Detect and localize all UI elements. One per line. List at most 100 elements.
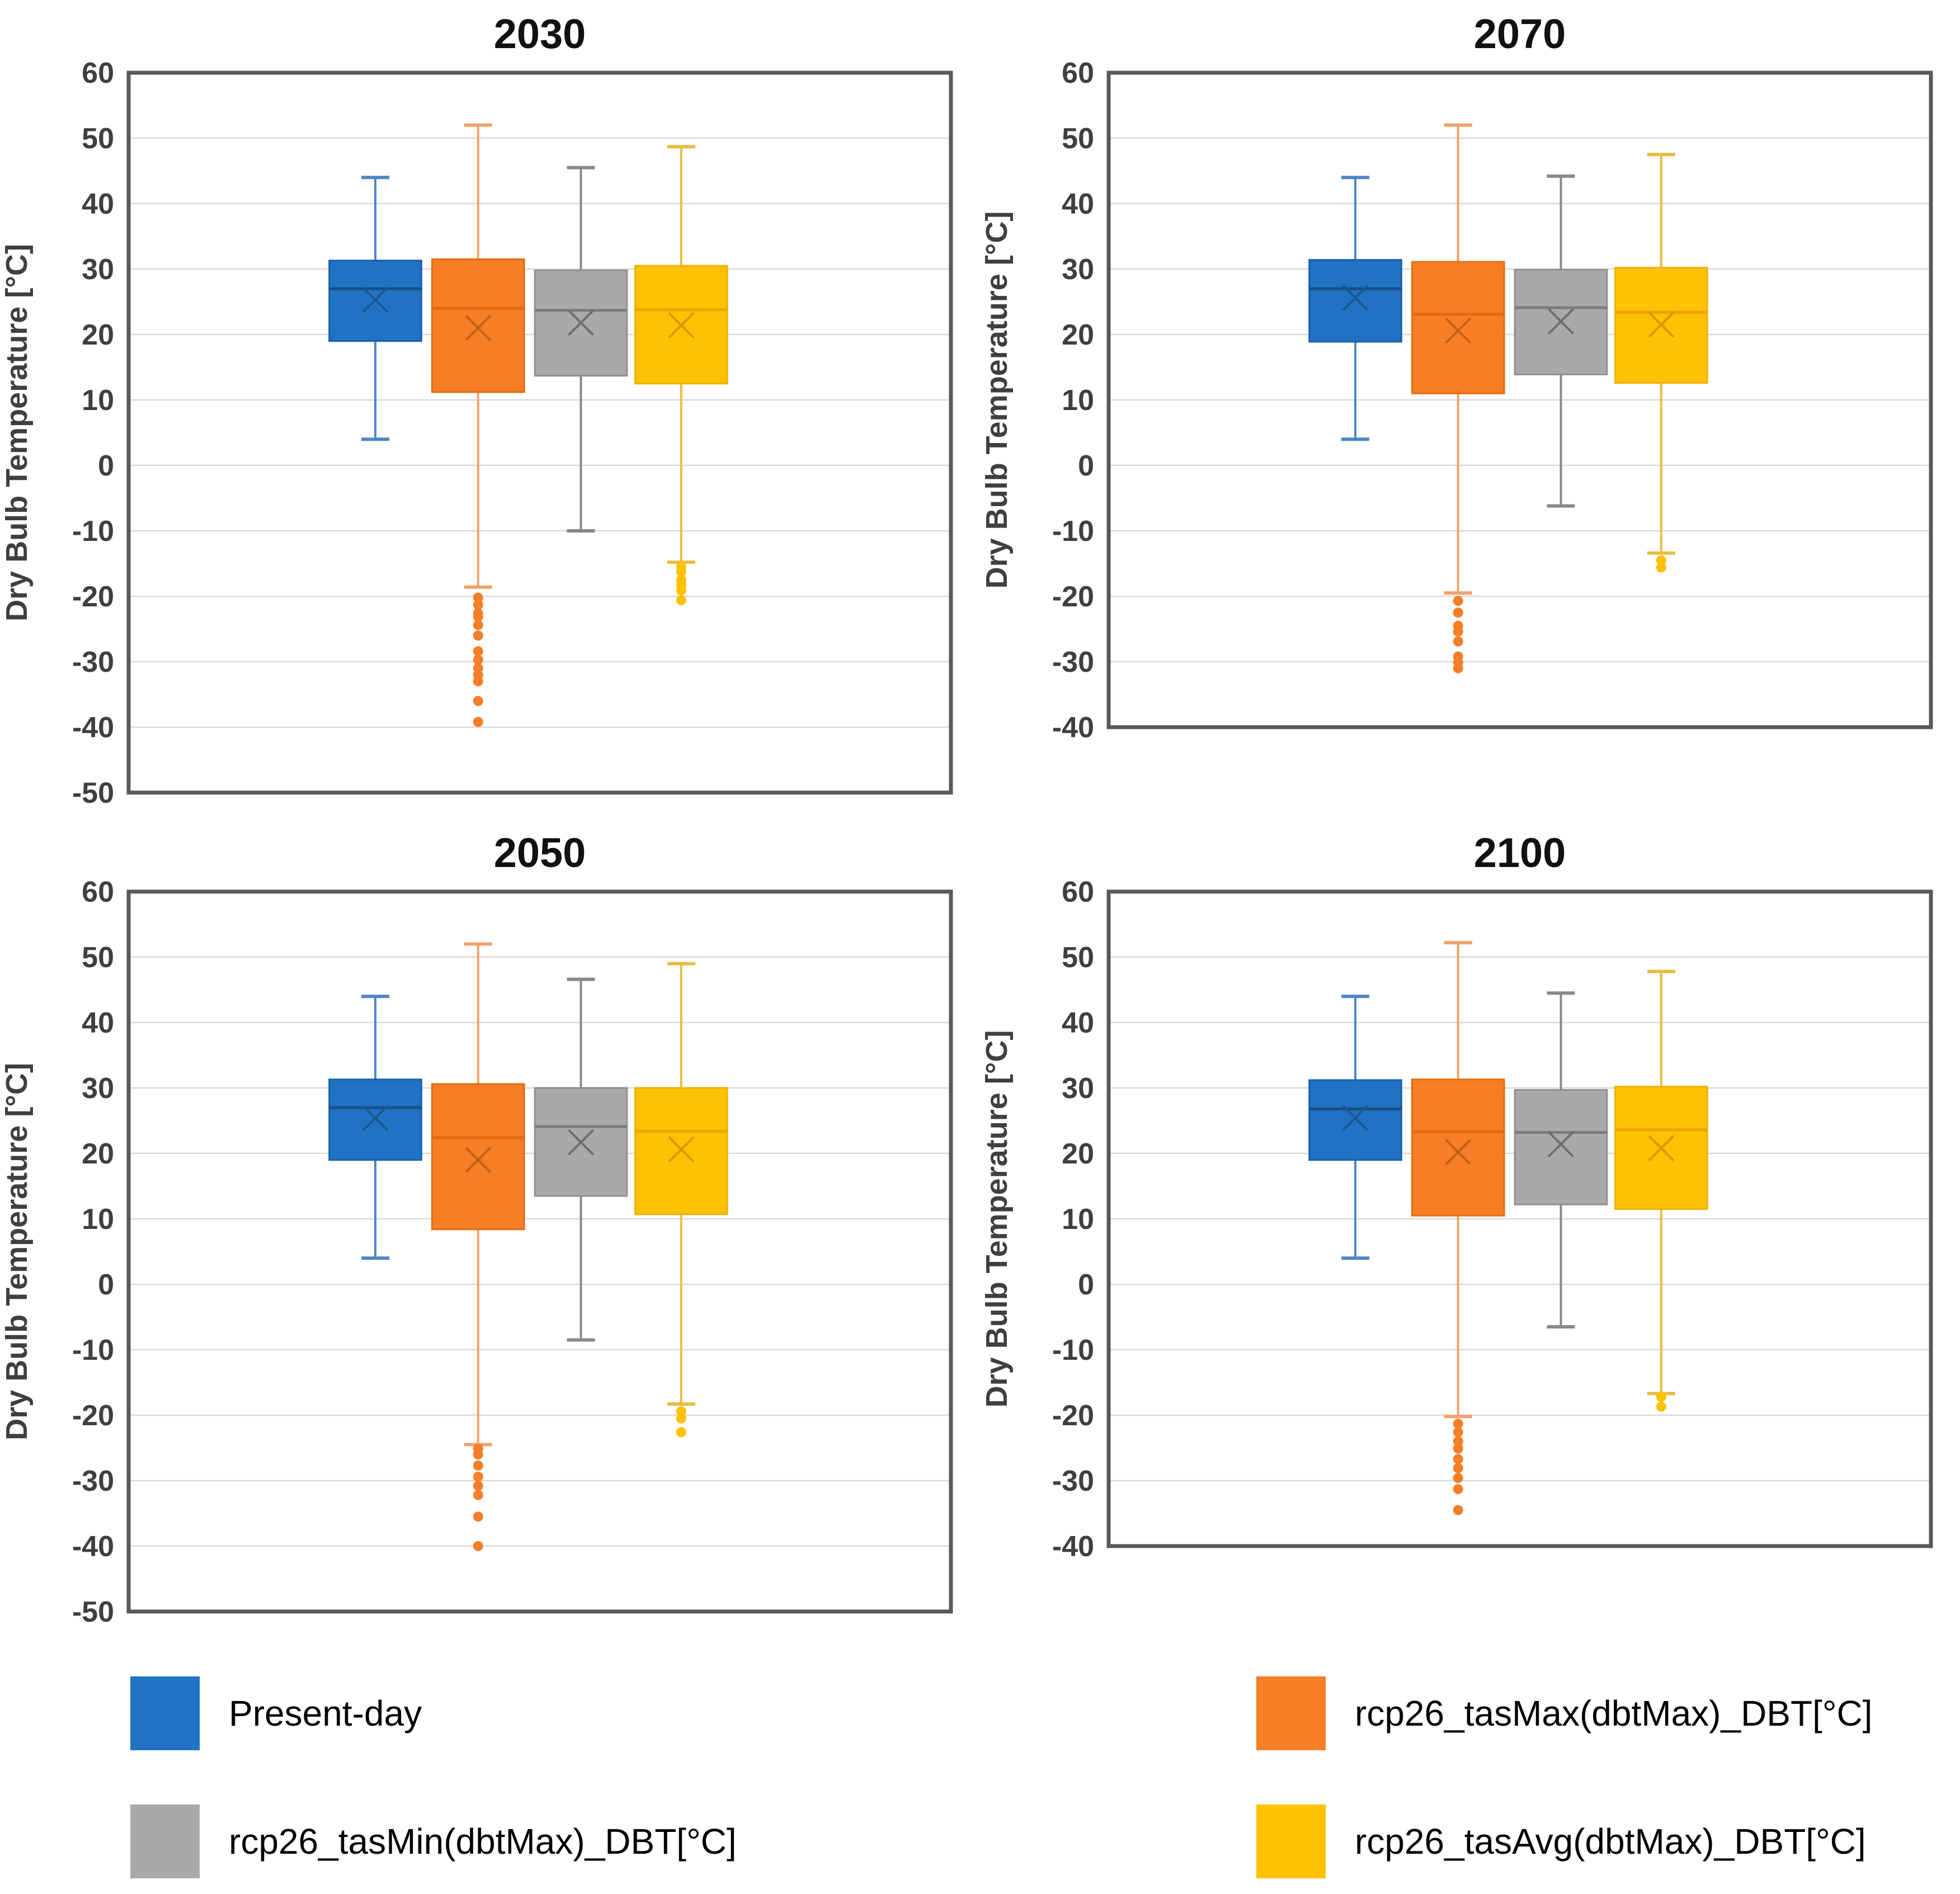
outlier-dot-rcp26-tasavg <box>1656 562 1666 573</box>
outlier-dot-rcp26-tasmax <box>473 1481 483 1491</box>
y-axis-tick-label: -20 <box>72 1400 114 1432</box>
legend: Present-day rcp26_tasMax(dbtMax)_DBT[°C]… <box>0 1645 1960 1894</box>
iqr-box-rcp26-tasmax <box>1411 1078 1505 1217</box>
y-axis-tick-label: 10 <box>1062 384 1094 417</box>
y-axis-tick-label: 30 <box>82 1072 114 1105</box>
mean-marker-rcp26-tasavg <box>668 1136 695 1163</box>
y-axis-tick-label: 0 <box>1078 1269 1094 1301</box>
y-axis-tick-label: -30 <box>72 646 114 679</box>
y-axis-tick-label: 50 <box>1062 123 1094 155</box>
outlier-dot-rcp26-tasavg <box>676 567 686 577</box>
plot-border <box>1106 889 1933 1548</box>
legend-swatch-tasavg <box>1256 1805 1326 1878</box>
chart-title: 2030 <box>494 11 586 57</box>
mean-marker-rcp26-tasmax <box>465 314 492 341</box>
y-axis-tick-label: -20 <box>1052 1400 1094 1432</box>
mean-marker-present-day <box>362 286 389 313</box>
outlier-dot-rcp26-tasmax <box>1453 1473 1463 1483</box>
y-axis-tick-label: -40 <box>1052 1530 1094 1563</box>
outlier-dot-rcp26-tasmax <box>473 676 483 687</box>
iqr-box-rcp26-tasmax <box>431 1083 525 1231</box>
y-axis-tick-label: -50 <box>72 777 114 809</box>
iqr-box-rcp26-tasmin <box>1514 1089 1608 1205</box>
iqr-box-present-day <box>1308 259 1402 343</box>
outlier-dot-rcp26-tasmax <box>1453 663 1463 673</box>
legend-swatch-tasmin <box>130 1805 200 1878</box>
outlier-dot-rcp26-tasmax <box>473 1460 483 1471</box>
y-axis-tick-label: 60 <box>82 57 114 89</box>
iqr-box-present-day <box>1308 1079 1402 1161</box>
legend-label-tasavg: rcp26_tasAvg(dbtMax)_DBT[°C] <box>1355 1821 1866 1862</box>
outlier-dot-rcp26-tasmax <box>1453 1463 1463 1473</box>
mean-marker-present-day <box>1342 285 1369 311</box>
y-axis-tick-label: 10 <box>1062 1203 1094 1236</box>
legend-item-present-day: Present-day <box>130 1676 422 1750</box>
y-axis-tick-label: 40 <box>82 1007 114 1039</box>
plot-border <box>1106 70 1933 729</box>
y-axis-tick-label: 10 <box>82 1203 114 1236</box>
boxplot-chart-2070: -40 -30 -20 -10 0 10 20 30 40 50 60 2070 Dry Bulb Te… <box>980 11 1933 744</box>
outlier-dot-rcp26-tasmax <box>473 717 483 727</box>
outlier-dot-rcp26-tasavg <box>676 595 686 606</box>
outlier-dot-rcp26-tasmax <box>473 592 483 603</box>
outlier-dot-rcp26-tasmax <box>473 1511 483 1522</box>
mean-marker-rcp26-tasmin <box>568 1129 594 1156</box>
chart-cell-2100: -40 -30 -20 -10 0 10 20 30 40 50 60 2100 Dry Bulb Te… <box>980 819 1960 1570</box>
chart-title: 2100 <box>1474 830 1566 876</box>
y-axis-tick-label: 60 <box>82 876 114 908</box>
y-axis-tick-label: -20 <box>72 581 114 613</box>
outlier-dot-rcp26-tasmax <box>1453 607 1463 618</box>
mean-marker-rcp26-tasmin <box>568 309 594 336</box>
chart-cell-2030: -50 -40 -30 -20 -10 0 10 20 30 40 50 60 2030 Dry Bulb… <box>0 0 980 817</box>
y-axis-tick-label: 40 <box>1062 1007 1094 1039</box>
outlier-dot-rcp26-tasavg <box>676 1406 686 1416</box>
mean-marker-rcp26-tasmax <box>465 1147 492 1174</box>
iqr-box-rcp26-tasmax <box>1411 261 1505 394</box>
y-axis-tick-label: -30 <box>1052 646 1094 679</box>
boxplot-chart-2050: -50 -40 -30 -20 -10 0 10 20 30 40 50 60 2050 Dry Bulb… <box>0 830 953 1628</box>
iqr-box-rcp26-tasmax <box>431 258 525 393</box>
mean-marker-present-day <box>1342 1105 1369 1132</box>
legend-item-tasmax: rcp26_tasMax(dbtMax)_DBT[°C] <box>1256 1676 1872 1750</box>
outlier-dot-rcp26-tasmax <box>473 630 483 641</box>
y-axis-tick-label: -50 <box>72 1596 114 1628</box>
outlier-dot-rcp26-tasmax <box>473 620 483 630</box>
mean-marker-rcp26-tasmax <box>1445 317 1472 344</box>
y-axis-tick-label: -10 <box>72 515 114 548</box>
mean-marker-rcp26-tasavg <box>1648 312 1675 338</box>
mean-marker-rcp26-tasmin <box>1548 1131 1574 1158</box>
y-axis-tick-label: -10 <box>72 1334 114 1367</box>
mean-marker-rcp26-tasavg <box>668 312 695 339</box>
y-axis-tick-label: -30 <box>72 1465 114 1497</box>
y-axis-title: Dry Bulb Temperature [°C] <box>0 244 34 621</box>
y-axis-tick-label: 30 <box>82 253 114 286</box>
y-axis-tick-label: 50 <box>82 941 114 974</box>
chart-title: 2050 <box>494 830 586 876</box>
y-axis-tick-label: 40 <box>1062 188 1094 220</box>
outlier-dot-rcp26-tasmax <box>1453 1454 1463 1464</box>
y-axis-tick-label: 60 <box>1062 57 1094 89</box>
outlier-dot-rcp26-tasmax <box>473 654 483 665</box>
legend-swatch-present-day <box>130 1676 200 1750</box>
legend-swatch-tasmax <box>1256 1676 1326 1750</box>
outlier-dot-rcp26-tasmax <box>1453 1484 1463 1495</box>
outlier-dot-rcp26-tasmax <box>1453 1436 1463 1447</box>
mean-marker-rcp26-tasmax <box>1445 1139 1472 1166</box>
mean-marker-rcp26-tasmin <box>1548 308 1574 335</box>
outlier-dot-rcp26-tasmax <box>1453 1419 1463 1429</box>
y-axis-tick-label: -10 <box>1052 515 1094 548</box>
outlier-dot-rcp26-tasmax <box>1453 626 1463 637</box>
y-axis-tick-label: 0 <box>98 450 114 482</box>
outlier-dot-rcp26-tasmax <box>473 611 483 622</box>
y-axis-tick-label: -30 <box>1052 1465 1094 1497</box>
y-axis-tick-label: 0 <box>98 1269 114 1301</box>
y-axis-tick-label: 30 <box>1062 1072 1094 1105</box>
plot-border <box>126 70 953 795</box>
legend-item-tasmin: rcp26_tasMin(dbtMax)_DBT[°C] <box>130 1805 737 1878</box>
outlier-dot-rcp26-tasavg <box>1656 1401 1666 1412</box>
y-axis-tick-label: 20 <box>1062 1138 1094 1170</box>
chart-cell-2070: -40 -30 -20 -10 0 10 20 30 40 50 60 2070 Dry Bulb Te… <box>980 0 1960 751</box>
y-axis-tick-label: 10 <box>82 384 114 417</box>
outlier-dot-rcp26-tasmax <box>1453 1505 1463 1515</box>
